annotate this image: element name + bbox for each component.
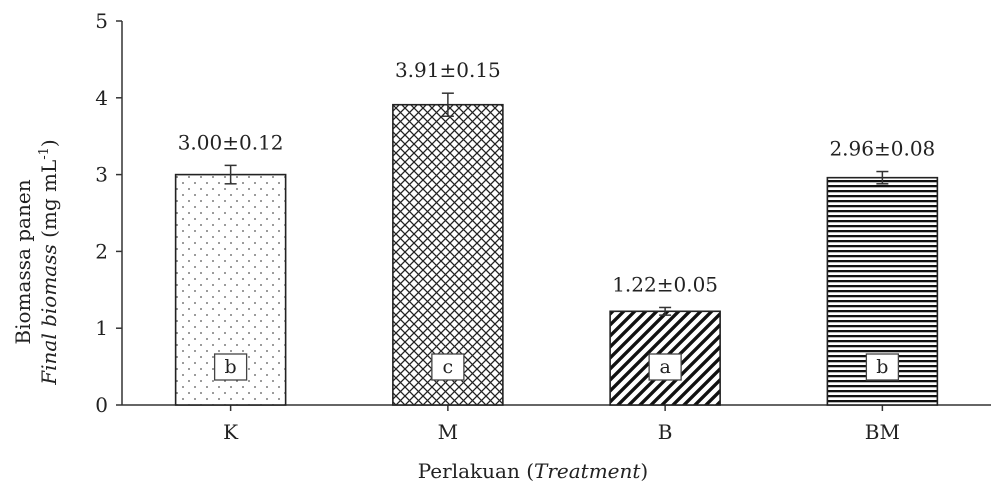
y-axis-title-superscript: -1 [37, 147, 52, 160]
data-label: 2.96±0.08 [829, 137, 935, 161]
group-letter: a [659, 356, 670, 378]
data-label: 3.00±0.12 [178, 130, 284, 154]
data-label: 1.22±0.05 [612, 272, 718, 296]
y-tick-label: 2 [95, 239, 108, 263]
bars: 3.00±0.12 b 3.91±0.15 c 1.22±0.05 a 2.96±0.08 b [174, 58, 939, 406]
y-tick-label: 5 [95, 9, 108, 33]
y-axis-title-unit: (mg mL [37, 160, 61, 245]
x-axis-title-italic: Treatment [534, 459, 641, 483]
y-tick-label: 1 [95, 316, 108, 340]
y-axis-title-line1: Biomassa panen [11, 179, 35, 344]
group-letter-box [648, 353, 682, 381]
group-letter: c [443, 356, 454, 378]
y-tick-label: 4 [95, 86, 108, 110]
group-letter-box [213, 353, 248, 381]
group-letter: b [225, 356, 237, 378]
x-tick-label: B [658, 420, 673, 444]
x-axis-title-close: ) [640, 459, 648, 483]
y-axis: 0 1 2 3 4 5 [95, 9, 123, 417]
y-tick-label: 3 [95, 163, 108, 187]
y-axis-title-line2: Final biomass (mg mL-1) [37, 139, 61, 386]
y-axis-title-italic: Final biomass [37, 244, 61, 386]
y-axis-title-close: ) [37, 139, 61, 147]
x-tick-label: M [438, 420, 458, 444]
x-tick-label: BM [865, 420, 900, 444]
y-tick-label: 0 [95, 393, 108, 417]
group-letter: b [876, 356, 888, 378]
x-axis-title-main: Perlakuan ( [418, 459, 534, 483]
group-letter-box [865, 353, 900, 381]
x-axis-title: Perlakuan (Treatment) [418, 459, 648, 483]
x-tick-label: K [223, 420, 239, 444]
x-axis: K M B BM [122, 404, 991, 444]
group-letter-box [431, 353, 465, 381]
data-label: 3.91±0.15 [395, 58, 501, 82]
